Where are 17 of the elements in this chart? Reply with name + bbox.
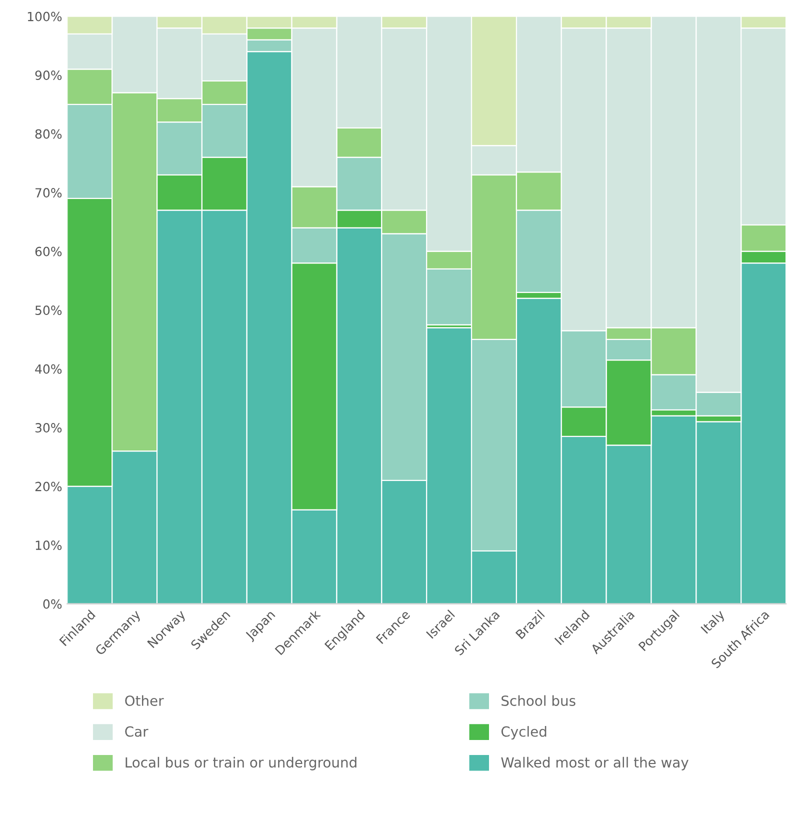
y-tick-label: 40% — [35, 364, 62, 374]
legend-label: Car — [125, 726, 148, 737]
y-tick-label: 10% — [36, 540, 62, 550]
y-tick-label: 50% — [35, 306, 62, 316]
legend-label: Local bus or train or underground — [126, 756, 356, 770]
y-tick-label: 20% — [35, 482, 62, 492]
y-tick-label: 60% — [35, 246, 62, 256]
y-tick-label: 80% — [35, 129, 62, 139]
y-tick-label: 0% — [43, 599, 62, 609]
y-tick-label: 70% — [36, 188, 62, 198]
legend-label: Cycled — [501, 726, 546, 740]
legend-label: School bus — [502, 695, 576, 706]
legend-label: Walked most or all the way — [501, 756, 688, 770]
y-tick-label: 30% — [35, 423, 62, 433]
y-tick-label: 90% — [35, 70, 62, 80]
y-tick-label: 100% — [28, 12, 62, 22]
legend-label: Other — [125, 695, 164, 706]
